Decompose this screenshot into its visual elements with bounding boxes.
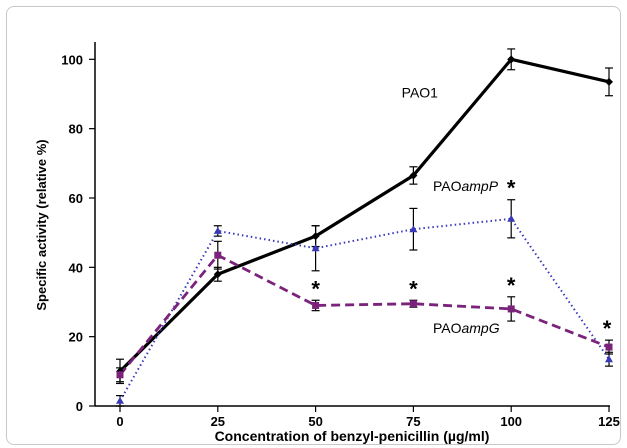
y-tick-label: 20 [69,330,83,345]
series-label-gene: ampG [461,320,499,336]
data-point-triangle [507,214,516,222]
y-tick-label: 80 [69,122,83,137]
data-point-diamond [605,77,613,86]
y-tick-label: 0 [76,399,83,414]
significance-star: * [507,176,516,201]
data-point-triangle [605,355,613,363]
significance-star: * [409,276,418,301]
data-point-square [409,300,417,308]
x-tick-label: 125 [598,414,620,429]
data-point-triangle [213,226,222,234]
x-axis-label: Concentration of benzyl-penicillin (µg/m… [215,428,490,444]
series-label-gene: ampP [461,178,498,194]
y-axis-label: Specific activity (relative %) [34,139,49,310]
y-tick-label: 40 [69,260,83,275]
series-line-PAO1 [118,57,610,373]
axes [94,42,610,407]
y-tick-label: 100 [61,52,83,67]
x-tick-label: 25 [211,414,225,429]
series-line-PAOampP [119,217,610,402]
significance-star: * [507,273,516,298]
data-point-square [312,301,320,309]
series-label: PAOampG [433,320,500,336]
data-point-square [507,305,515,313]
data-point-diamond [409,171,418,180]
series-label: PAO1 [402,84,439,100]
x-tick-label: 0 [116,414,123,429]
data-point-diamond [213,270,222,279]
data-point-diamond [311,232,320,241]
data-point-square [214,251,222,259]
x-tick-label: 50 [308,414,322,429]
data-point-diamond [507,55,516,64]
data-point-triangle [311,244,320,252]
x-tick-label: 75 [406,414,420,429]
series-label-prefix: PAO [433,178,462,194]
data-point-square [116,371,124,379]
x-tick-label: 100 [500,414,522,429]
data-point-triangle [116,396,124,404]
series-line-PAOampG [118,253,610,376]
series-label: PAOampP [433,178,499,194]
y-tick-label: 60 [69,191,83,206]
data-point-square [605,343,613,351]
significance-star: * [311,276,320,301]
significance-star: * [603,316,612,341]
data-point-triangle [409,225,418,233]
series-label-prefix: PAO [433,320,462,336]
